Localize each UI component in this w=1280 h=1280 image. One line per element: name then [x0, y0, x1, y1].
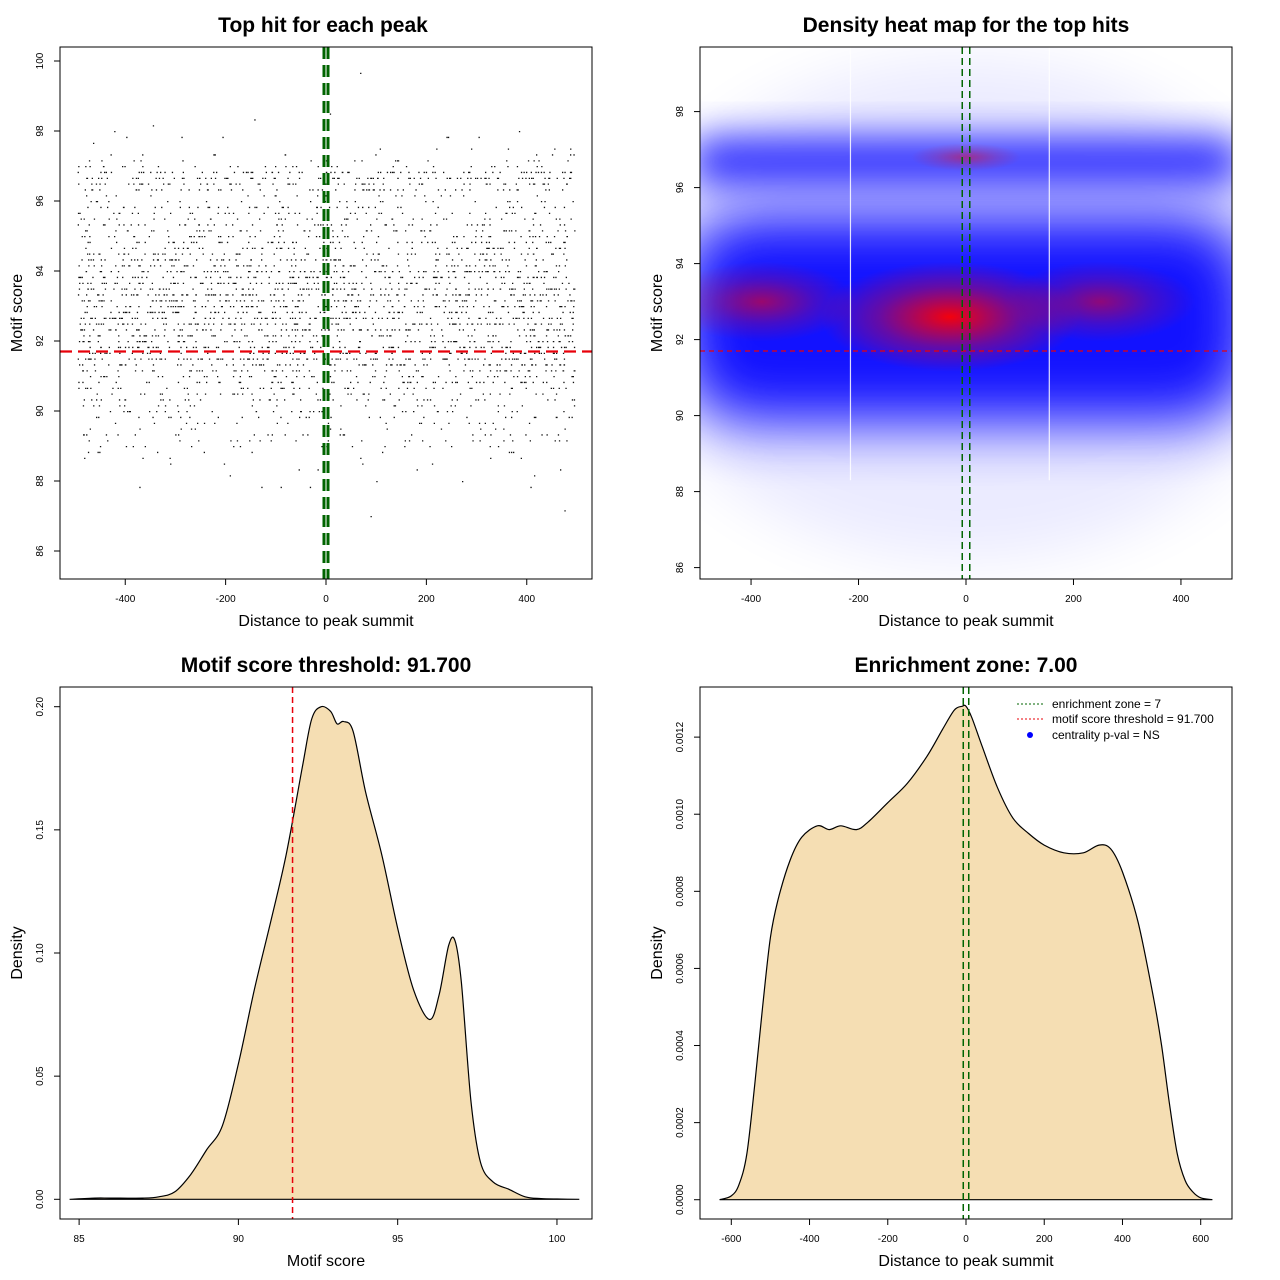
- distance-density-x-tick-label: 200: [1036, 1234, 1053, 1245]
- heatmap-y-tick-label: 92: [675, 334, 686, 346]
- distance-density-x-tick-label: 0: [963, 1234, 969, 1245]
- scatter-axes: -400 -200 0 200 400 86 88 90 92 94 96 98 100: [35, 52, 536, 605]
- score-density-title: Motif score threshold: 91.700: [181, 654, 472, 677]
- heatmap-x-tick-label: 200: [1065, 594, 1082, 605]
- heatmap-y-label: Motif score: [649, 274, 666, 352]
- distance-density-x-tick-label: 600: [1192, 1234, 1209, 1245]
- score-density-y-tick-label: 0.10: [35, 943, 46, 963]
- scatter-y-label: Motif score: [9, 274, 26, 352]
- heatmap-reference-lines: [700, 47, 1232, 579]
- legend-centrality-label: centrality p-val = NS: [1052, 728, 1160, 742]
- distance-density-y-tick-label: 0.0010: [675, 798, 686, 829]
- scatter-reference-lines: [60, 47, 592, 579]
- heatmap-hotspot: [1005, 261, 1196, 342]
- distance-density-x-tick-label: -400: [800, 1234, 820, 1245]
- scatter-y-tick-label: 96: [35, 195, 46, 207]
- distance-density-y-tick-label: 0.0000: [675, 1184, 686, 1215]
- heatmap-y-tick-label: 98: [675, 106, 686, 118]
- score-density-y-tick-label: 0.15: [35, 820, 46, 840]
- distance-density-y-tick-label: 0.0012: [675, 721, 686, 752]
- score-density-y-label: Density: [9, 926, 26, 979]
- heatmap-hotspot: [700, 261, 857, 342]
- scatter-plot-frame: [59, 46, 593, 580]
- distance-density-legend: enrichment zone = 7 motif score threshol…: [1017, 697, 1214, 742]
- distance-density-x-tick-label: -200: [878, 1234, 898, 1245]
- score-density-panel: Motif score threshold: 91.700 85 90 95 100 0…: [9, 654, 593, 1270]
- distance-density-x-tick-label: 400: [1114, 1234, 1131, 1245]
- heatmap-hotspot: [911, 143, 1021, 172]
- scatter-points: [77, 72, 576, 518]
- scatter-y-tick-label: 94: [35, 265, 46, 277]
- score-density-curve: [69, 705, 580, 1200]
- score-density-x-tick-label: 95: [392, 1234, 404, 1245]
- score-density-x-tick-label: 90: [233, 1234, 245, 1245]
- heatmap-x-label: Distance to peak summit: [878, 613, 1054, 630]
- scatter-x-tick-label: -400: [115, 594, 135, 605]
- score-density-y-tick-label: 0.00: [35, 1189, 46, 1209]
- heatmap-x-tick-label: -200: [849, 594, 869, 605]
- scatter-x-tick-label: 400: [518, 594, 535, 605]
- score-density-x-tick-label: 100: [549, 1234, 566, 1245]
- heatmap-density: [700, 47, 1232, 579]
- score-density-y-tick-label: 0.20: [35, 697, 46, 717]
- scatter-x-tick-label: 0: [323, 594, 329, 605]
- scatter-x-label: Distance to peak summit: [238, 613, 414, 630]
- scatter-point-cloud: [77, 72, 576, 518]
- legend-threshold-label: motif score threshold = 91.700: [1052, 712, 1214, 726]
- scatter-title: Top hit for each peak: [218, 14, 428, 37]
- distance-density-y-tick-label: 0.0008: [675, 876, 686, 907]
- distance-density-title: Enrichment zone: 7.00: [855, 654, 1078, 677]
- heatmap-x-tick-label: 400: [1173, 594, 1190, 605]
- distance-density-y-label: Density: [649, 926, 666, 979]
- heatmap-title: Density heat map for the top hits: [803, 14, 1130, 37]
- score-density-plot-frame: [59, 686, 593, 1220]
- distance-density-y-tick-label: 0.0004: [675, 1030, 686, 1061]
- heatmap-y-tick-label: 86: [675, 562, 686, 574]
- heatmap-y-tick-label: 94: [675, 258, 686, 270]
- scatter-y-tick-label: 100: [35, 52, 46, 69]
- scatter-panel: Top hit for each peak -400 -200 0 200 400 86 8…: [9, 14, 593, 630]
- score-density-y-tick-label: 0.05: [35, 1066, 46, 1086]
- heatmap-y-tick-label: 90: [675, 410, 686, 422]
- heatmap-panel: Density heat map for the top hits -400 -2…: [649, 14, 1233, 630]
- score-density-x-label: Motif score: [287, 1253, 365, 1270]
- heatmap-x-tick-label: 0: [963, 594, 969, 605]
- distance-density-panel: Enrichment zone: 7.00 -600 -400 -200 0 200 40…: [649, 654, 1233, 1270]
- heatmap-plot-frame: [699, 46, 1233, 580]
- distance-density-plot-frame: [699, 686, 1233, 1220]
- legend-centrality-dot: [1027, 732, 1033, 738]
- scatter-y-tick-label: 92: [35, 335, 46, 347]
- heatmap-y-tick-label: 88: [675, 486, 686, 498]
- scatter-y-tick-label: 88: [35, 475, 46, 487]
- score-density-x-tick-label: 85: [74, 1234, 86, 1245]
- legend-enrichment-label: enrichment zone = 7: [1052, 697, 1161, 711]
- scatter-y-tick-label: 86: [35, 545, 46, 557]
- distance-density-x-label: Distance to peak summit: [878, 1253, 1054, 1270]
- distance-density-zone-lines: [962, 687, 970, 1219]
- distance-density-x-tick-label: -600: [721, 1234, 741, 1245]
- scatter-y-tick-label: 98: [35, 125, 46, 137]
- scatter-x-tick-label: 200: [418, 594, 435, 605]
- distance-density-y-tick-label: 0.0006: [675, 953, 686, 984]
- heatmap-y-tick-label: 96: [675, 182, 686, 194]
- heatmap-x-tick-label: -400: [741, 594, 761, 605]
- distance-density-curve: [719, 704, 1213, 1201]
- scatter-y-tick-label: 90: [35, 405, 46, 417]
- scatter-x-tick-label: -200: [216, 594, 236, 605]
- distance-density-y-tick-label: 0.0002: [675, 1107, 686, 1138]
